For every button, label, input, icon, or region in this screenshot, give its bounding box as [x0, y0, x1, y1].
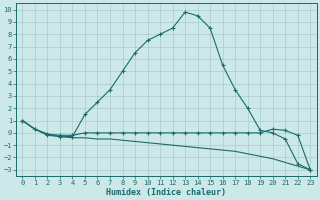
X-axis label: Humidex (Indice chaleur): Humidex (Indice chaleur) [106, 188, 226, 197]
